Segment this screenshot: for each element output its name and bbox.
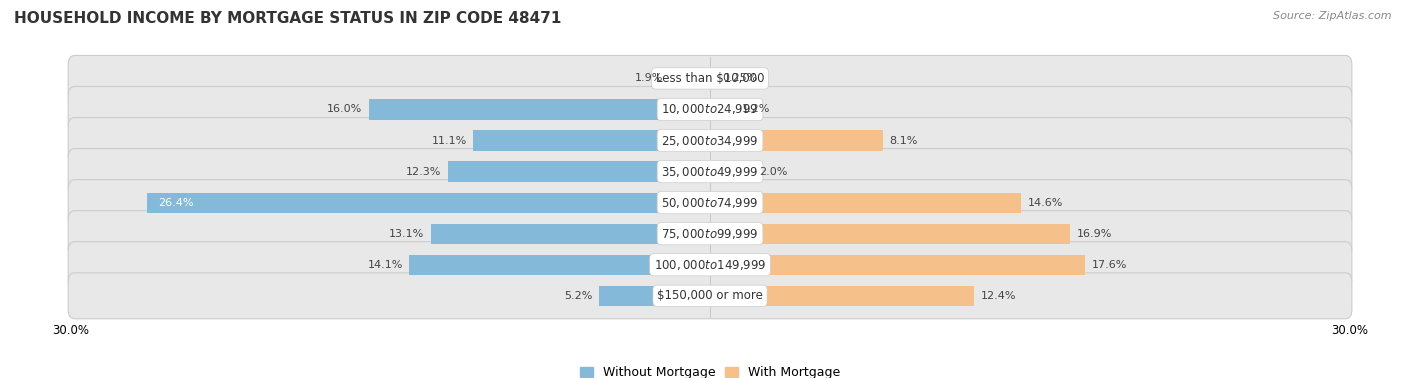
Bar [368,99,710,119]
Bar [710,286,974,306]
Text: $25,000 to $34,999: $25,000 to $34,999 [661,133,759,147]
Bar [474,130,710,150]
Text: Less than $10,000: Less than $10,000 [655,72,765,85]
Bar [710,130,883,150]
Text: 16.9%: 16.9% [1077,229,1112,239]
Text: 13.1%: 13.1% [389,229,425,239]
FancyBboxPatch shape [67,118,1353,164]
Bar [430,224,710,244]
FancyBboxPatch shape [67,180,1353,226]
Text: 5.2%: 5.2% [564,291,593,301]
Text: 26.4%: 26.4% [157,198,193,208]
Text: 1.2%: 1.2% [742,104,770,115]
Text: $100,000 to $149,999: $100,000 to $149,999 [654,258,766,272]
Text: 0.25%: 0.25% [721,73,758,84]
Bar [710,68,716,88]
Text: 11.1%: 11.1% [432,136,467,146]
Text: HOUSEHOLD INCOME BY MORTGAGE STATUS IN ZIP CODE 48471: HOUSEHOLD INCOME BY MORTGAGE STATUS IN Z… [14,11,561,26]
FancyBboxPatch shape [67,242,1353,288]
Text: 1.9%: 1.9% [634,73,664,84]
Text: 16.0%: 16.0% [328,104,363,115]
Bar [710,224,1070,244]
FancyBboxPatch shape [67,211,1353,257]
Text: 14.6%: 14.6% [1028,198,1063,208]
Text: $50,000 to $74,999: $50,000 to $74,999 [661,196,759,210]
Bar [710,192,1021,213]
Text: $35,000 to $49,999: $35,000 to $49,999 [661,164,759,178]
Bar [409,255,710,275]
FancyBboxPatch shape [67,56,1353,101]
Text: 12.4%: 12.4% [981,291,1017,301]
FancyBboxPatch shape [67,149,1353,195]
Text: 17.6%: 17.6% [1091,260,1128,270]
Bar [710,161,752,182]
Bar [669,68,710,88]
Text: $75,000 to $99,999: $75,000 to $99,999 [661,227,759,241]
Text: $10,000 to $24,999: $10,000 to $24,999 [661,102,759,116]
Text: 8.1%: 8.1% [889,136,918,146]
Bar [447,161,710,182]
Text: $150,000 or more: $150,000 or more [657,289,763,302]
Bar [710,255,1085,275]
FancyBboxPatch shape [67,273,1353,319]
Text: Source: ZipAtlas.com: Source: ZipAtlas.com [1274,11,1392,21]
Legend: Without Mortgage, With Mortgage: Without Mortgage, With Mortgage [575,361,845,378]
Text: 12.3%: 12.3% [406,167,441,177]
Bar [710,99,735,119]
FancyBboxPatch shape [67,87,1353,132]
Text: 2.0%: 2.0% [759,167,787,177]
Bar [599,286,710,306]
Bar [148,192,710,213]
Text: 14.1%: 14.1% [367,260,404,270]
